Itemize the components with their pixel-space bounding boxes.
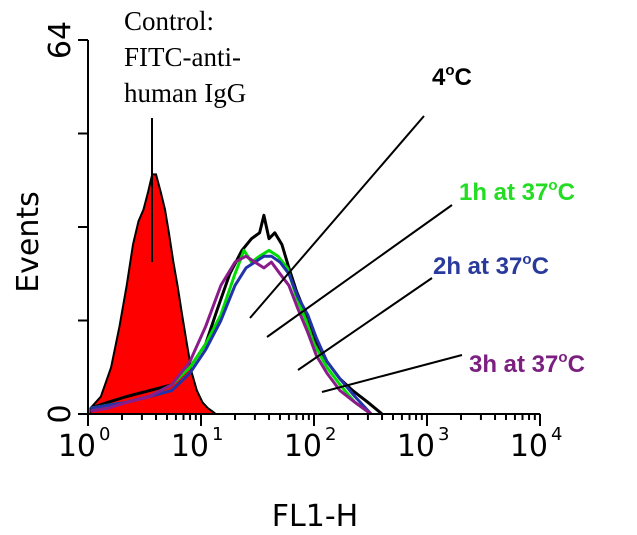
x-tick-label: 10 (284, 429, 322, 464)
timepoint-annotation: 1h at 37oC (459, 177, 575, 206)
ticks-layer (78, 39, 541, 426)
timepoint-annotation: 3h at 37oC (469, 349, 585, 378)
annotations-layer: Control: FITC-anti-human IgG 4oC 1h at 37oC… (124, 6, 585, 378)
x-tick-exponent: 1 (212, 424, 223, 445)
x-tick-label: 10 (58, 429, 96, 464)
x-tick-exponent: 3 (438, 424, 449, 445)
control-annotation-line: Control: (124, 6, 214, 36)
y-tick-label: 64 (43, 21, 78, 59)
control-annotation-line: FITC-anti- (124, 42, 241, 72)
control-annotation-line: human IgG (124, 78, 246, 108)
x-tick-label: 10 (171, 429, 209, 464)
timepoint-annotation: 4oC (432, 62, 472, 91)
series-0-area (89, 173, 219, 415)
pointer-line-3h (321, 354, 463, 393)
pointer-line-1h (266, 204, 453, 338)
y-axis-title: Events (11, 191, 46, 293)
x-tick-exponent: 2 (325, 424, 336, 445)
pointer-line-2h (297, 277, 433, 371)
series-4-line (90, 254, 372, 416)
pointer-lines (151, 115, 463, 393)
x-axis-title: FL1-H (272, 499, 358, 534)
series-layer (89, 173, 383, 416)
x-tick-exponent: 0 (99, 424, 110, 445)
series-3-line (90, 254, 373, 416)
y-tick-label: 0 (43, 404, 78, 423)
pointer-line-4c (249, 115, 425, 319)
x-tick-exponent: 4 (551, 424, 562, 445)
x-tick-label: 10 (510, 429, 548, 464)
x-tick-label: 10 (397, 429, 435, 464)
timepoint-annotation: 2h at 37oC (433, 251, 549, 280)
